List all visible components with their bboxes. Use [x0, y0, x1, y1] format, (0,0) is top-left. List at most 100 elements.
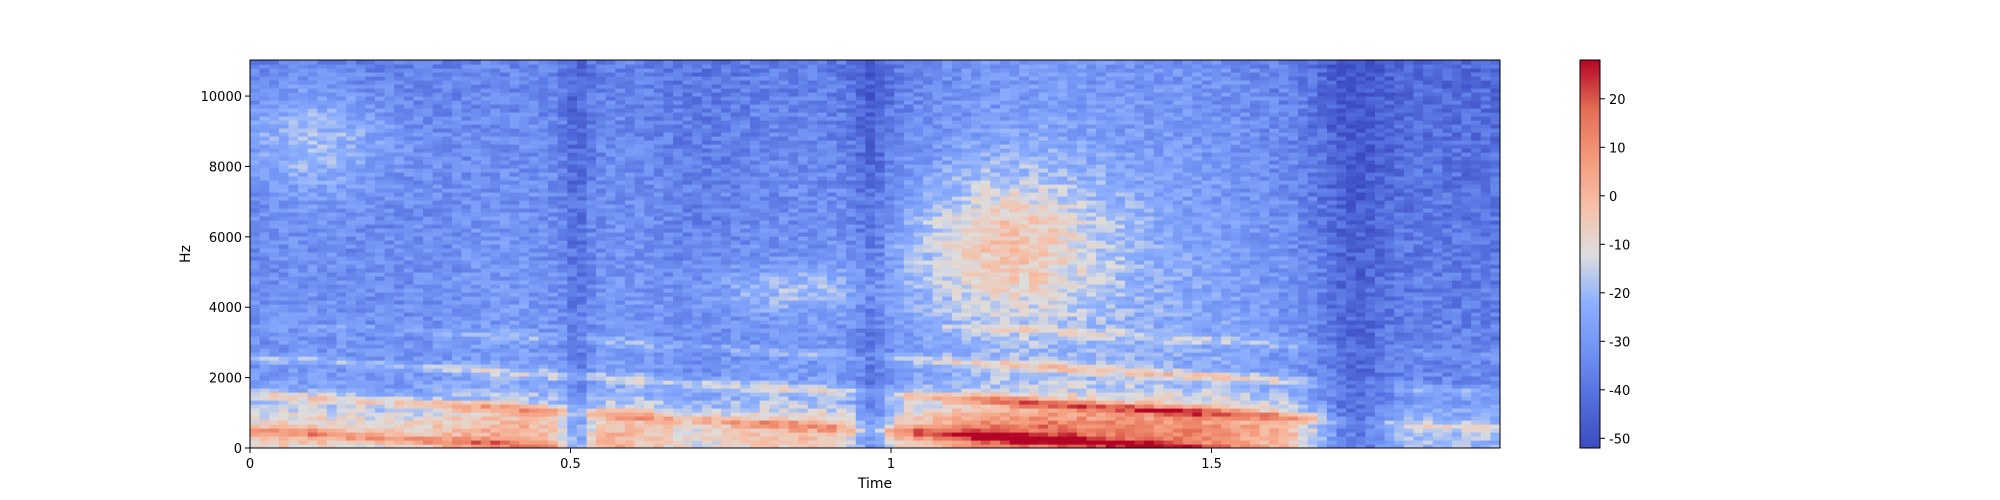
heatmap-cell: [461, 260, 472, 265]
heatmap-cell: [403, 284, 415, 289]
heatmap-cell: [413, 116, 424, 121]
heatmap-cell: [538, 268, 549, 273]
heatmap-cell: [682, 336, 693, 341]
heatmap-cell: [625, 192, 636, 197]
heatmap-cell: [461, 432, 472, 437]
heatmap-cell: [432, 432, 443, 437]
heatmap-cell: [461, 148, 472, 153]
heatmap-cell: [567, 252, 578, 257]
heatmap-cell: [336, 64, 347, 69]
heatmap-cell: [538, 100, 549, 105]
heatmap-cell: [625, 92, 636, 97]
heatmap-cell: [615, 140, 626, 145]
heatmap-cell: [509, 372, 520, 377]
heatmap-cell: [250, 212, 261, 217]
heatmap-cell: [528, 276, 540, 281]
heatmap-cell: [442, 76, 453, 81]
heatmap-cell: [471, 368, 482, 373]
heatmap-cell: [576, 208, 588, 213]
heatmap-cell: [673, 268, 684, 273]
heatmap-cell: [259, 388, 270, 393]
heatmap-cell: [298, 444, 309, 448]
heatmap-cell: [682, 208, 693, 213]
heatmap-cell: [250, 216, 261, 221]
heatmap-cell: [567, 84, 578, 89]
heatmap-cell: [288, 384, 299, 389]
heatmap-cell: [567, 264, 578, 269]
heatmap-cell: [644, 384, 655, 389]
heatmap-cell: [259, 332, 270, 337]
heatmap-cell: [576, 296, 588, 301]
heatmap-cell: [567, 216, 578, 221]
heatmap-cell: [682, 144, 693, 149]
heatmap-cell: [394, 96, 405, 101]
heatmap-cell: [326, 420, 338, 425]
heatmap-cell: [644, 264, 655, 269]
heatmap-cell: [500, 436, 511, 441]
heatmap-cell: [701, 196, 713, 201]
heatmap-cell: [480, 168, 491, 173]
heatmap-cell: [721, 376, 732, 381]
heatmap-cell: [317, 352, 328, 357]
heatmap-cell: [413, 344, 424, 349]
heatmap-cell: [384, 372, 395, 377]
heatmap-cell: [528, 60, 540, 65]
heatmap-cell: [673, 236, 684, 241]
heatmap-cell: [471, 144, 482, 149]
heatmap-cell: [721, 388, 732, 393]
heatmap-cell: [346, 408, 357, 413]
heatmap-cell: [692, 412, 703, 417]
heatmap-cell: [384, 248, 395, 253]
heatmap-cell: [721, 72, 732, 77]
heatmap-cell: [480, 420, 491, 425]
heatmap-cell: [682, 236, 693, 241]
heatmap-cell: [278, 264, 290, 269]
heatmap-cell: [586, 184, 597, 189]
heatmap-cell: [663, 424, 674, 429]
heatmap-cell: [509, 356, 520, 361]
heatmap-cell: [634, 416, 645, 421]
heatmap-cell: [326, 216, 338, 221]
heatmap-cell: [480, 224, 491, 229]
heatmap-cell: [673, 404, 684, 409]
heatmap-cell: [548, 316, 559, 321]
heatmap-cell: [634, 80, 645, 85]
heatmap-cell: [442, 340, 453, 345]
heatmap-cell: [740, 332, 751, 337]
heatmap-cell: [692, 344, 703, 349]
heatmap-cell: [567, 416, 578, 421]
heatmap-cell: [509, 212, 520, 217]
heatmap-cell: [250, 268, 261, 273]
heatmap-cell: [663, 184, 674, 189]
heatmap-cell: [500, 328, 511, 333]
heatmap-cell: [711, 364, 722, 369]
heatmap-cell: [557, 84, 568, 89]
heatmap-cell: [442, 372, 453, 377]
heatmap-cell: [442, 236, 453, 241]
heatmap-cell: [288, 180, 299, 185]
heatmap-cell: [721, 304, 732, 309]
heatmap-cell: [413, 184, 424, 189]
heatmap-cell: [336, 408, 347, 413]
heatmap-cell: [509, 444, 520, 448]
heatmap-cell: [346, 432, 357, 437]
heatmap-cell: [278, 404, 290, 409]
heatmap-cell: [269, 300, 280, 305]
heatmap-cell: [605, 444, 616, 448]
heatmap-cell: [471, 440, 482, 445]
heatmap-cell: [721, 256, 732, 261]
heatmap-cell: [250, 408, 261, 413]
heatmap-cell: [336, 180, 347, 185]
heatmap-cell: [288, 376, 299, 381]
heatmap-cell: [365, 84, 376, 89]
heatmap-cell: [326, 112, 338, 117]
heatmap-cell: [634, 272, 645, 277]
heatmap-cell: [403, 240, 415, 245]
heatmap-cell: [355, 424, 366, 429]
heatmap-cell: [346, 152, 357, 157]
heatmap-cell: [730, 92, 741, 97]
heatmap-cell: [653, 104, 665, 109]
heatmap-cell: [519, 68, 530, 73]
heatmap-cell: [288, 64, 299, 69]
heatmap-cell: [634, 112, 645, 117]
